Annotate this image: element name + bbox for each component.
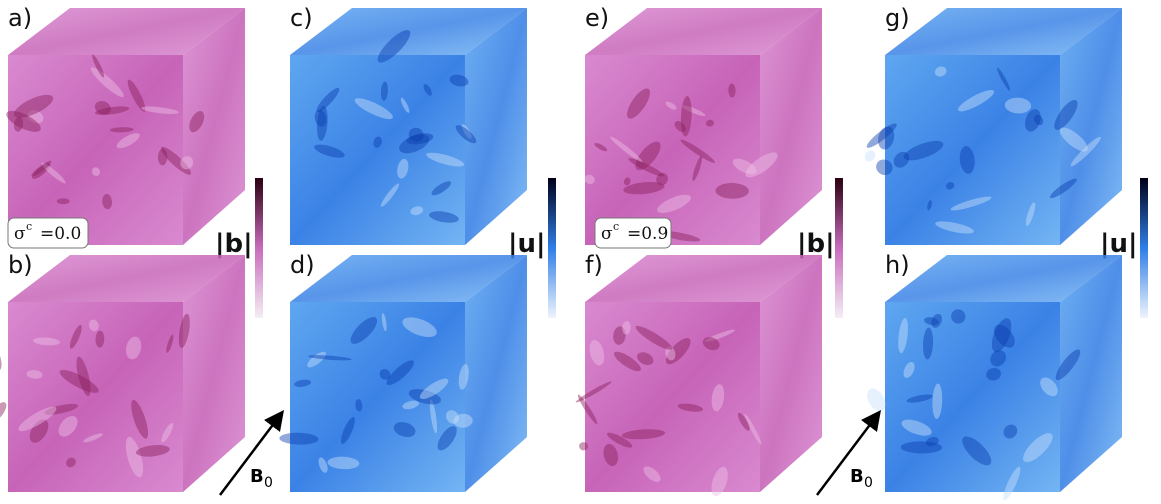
cube-panel: g) <box>863 4 1122 245</box>
texture <box>57 198 70 204</box>
panel-label: g) <box>885 4 910 32</box>
cube-front <box>585 55 760 245</box>
field-subscript: 0 <box>264 475 273 491</box>
sigma-value: =0.9 <box>627 224 668 244</box>
colorbar-scale <box>548 178 556 318</box>
panel-label: h) <box>885 251 910 279</box>
sigma-superscript: c <box>613 220 619 233</box>
cube-panel: b) <box>0 251 245 492</box>
panel-label: b) <box>8 251 33 279</box>
colorbar-label: |b| <box>215 229 253 259</box>
cube-panel: e) <box>583 4 822 245</box>
colorbar-scale <box>255 178 263 318</box>
sigma-superscript: c <box>26 220 32 233</box>
panel-label: c) <box>290 4 313 32</box>
texture <box>0 342 5 372</box>
sigma-box: σ c =0.0 <box>8 218 88 248</box>
sigma-symbol: σ <box>14 224 26 244</box>
panel-label: f) <box>585 251 603 279</box>
colorbar-scale <box>1140 178 1148 318</box>
cube-panel: c) <box>290 4 527 245</box>
panel-label: e) <box>585 4 609 32</box>
cube-panel: f) <box>575 251 822 498</box>
field-symbol: B <box>250 466 264 487</box>
colorbar-label: |b| <box>797 229 835 259</box>
texture <box>863 148 878 163</box>
sigma-value: =0.0 <box>40 224 81 244</box>
cube-panel: h) <box>863 251 1122 502</box>
sigma-box: σ c =0.9 <box>595 218 671 248</box>
panel-label: a) <box>8 4 32 32</box>
figure: |u| |b| |u| |b| h) g) f) e) d) c) b) a) σ c =0.0 σ … <box>0 0 1161 504</box>
cube-panel: d) <box>279 251 527 492</box>
sigma-symbol: σ <box>601 224 613 244</box>
colorbar-label: |u| <box>508 229 546 259</box>
texture <box>0 400 9 424</box>
panel-label: d) <box>290 251 315 279</box>
field-arrow: B 0 <box>817 418 875 495</box>
colorbar-scale <box>835 178 843 318</box>
cube-front <box>8 55 183 245</box>
field-subscript: 0 <box>864 475 873 491</box>
cube-panel: a) <box>3 4 245 245</box>
cube-front <box>885 302 1060 492</box>
colorbar-label: |u| <box>1100 229 1138 259</box>
field-symbol: B <box>850 466 864 487</box>
